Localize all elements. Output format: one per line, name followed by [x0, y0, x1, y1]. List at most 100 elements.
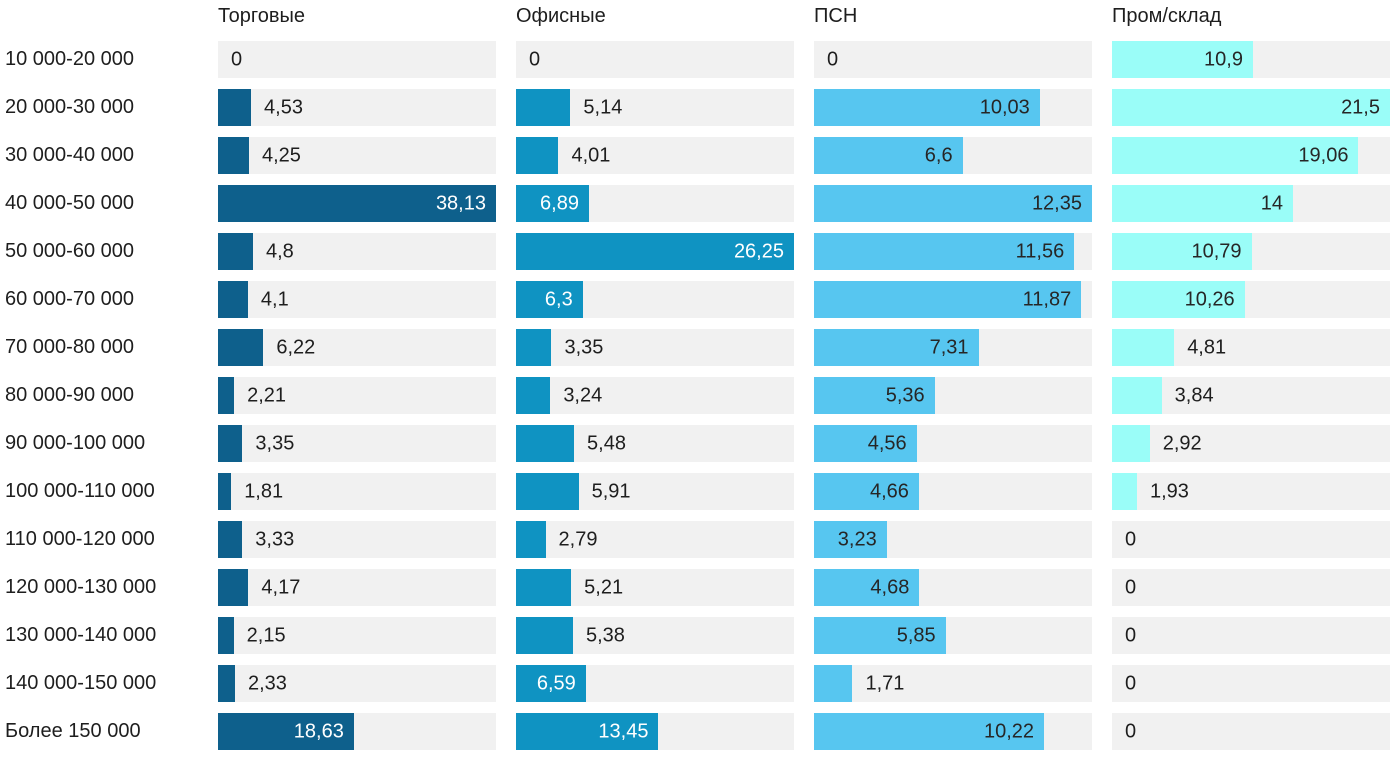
bar: [516, 185, 589, 222]
value-label: 4,25: [261, 144, 301, 166]
category-label: 70 000-80 000: [5, 336, 135, 358]
value-label: 0: [827, 48, 839, 70]
bar-track: 1,81: [218, 473, 496, 510]
value-label: 10,26: [1184, 288, 1235, 310]
value-label: 1,81: [244, 480, 284, 502]
bar: [516, 569, 572, 606]
value-label: 6,22: [276, 336, 316, 358]
bar-track: 6,59: [516, 665, 794, 702]
bar: [1112, 281, 1245, 318]
bar-track: 2,21: [218, 377, 496, 414]
bar: [1112, 329, 1175, 366]
value-label: 3,24: [563, 384, 603, 406]
value-label: 2,92: [1162, 432, 1202, 454]
bar: [516, 521, 546, 558]
value-label: 4,17: [261, 576, 301, 598]
bar-track: 4,68: [814, 569, 1092, 606]
bar: [1112, 41, 1253, 78]
bar-track: 13,45: [516, 713, 794, 750]
bar-track: 4,1: [218, 281, 496, 318]
value-label: 6,59: [536, 672, 576, 694]
bar-track: 4,53: [218, 89, 496, 126]
bar: [218, 665, 235, 702]
category-label: 60 000-70 000: [5, 288, 135, 310]
value-label: 3,84: [1174, 384, 1214, 406]
bar: [1112, 137, 1359, 174]
bar-track: 6,6: [814, 137, 1092, 174]
bar-track: 19,06: [1112, 137, 1390, 174]
bar: [516, 281, 583, 318]
value-label: 5,48: [587, 432, 626, 454]
bar-track: 7,31: [814, 329, 1092, 366]
bar-track: 10,22: [814, 713, 1092, 750]
bar: [814, 521, 887, 558]
bar-track: 1,93: [1112, 473, 1390, 510]
bar-track: 5,36: [814, 377, 1092, 414]
chart-row: 70 000-80 000 6,22 3,35 7,31 4,81: [5, 329, 1390, 366]
chart-row: 120 000-130 000 4,17 5,21 4,68 0: [5, 569, 1390, 606]
value-label: 2,33: [247, 672, 287, 694]
bar-track: 5,48: [516, 425, 794, 462]
bar-track: 2,79: [516, 521, 794, 558]
bar-track: 11,87: [814, 281, 1092, 318]
bar: [516, 377, 551, 414]
bar: [516, 89, 571, 126]
value-label: 7,31: [929, 336, 969, 358]
value-label: 13,45: [598, 720, 649, 742]
value-label: 10,9: [1204, 48, 1243, 70]
bar-track: 0: [1112, 521, 1390, 558]
bar: [516, 665, 586, 702]
bar: [218, 569, 249, 606]
chart-row: 50 000-60 000 4,8 26,25 11,56 10,79: [5, 233, 1390, 270]
value-label: 5,14: [583, 96, 623, 118]
bar-track: 0: [218, 41, 496, 78]
category-label: 10 000-20 000: [5, 48, 135, 70]
value-label: 2,15: [246, 624, 286, 646]
chart-row: 30 000-40 000 4,25 4,01 6,6 19,06: [5, 137, 1390, 174]
bar: [814, 185, 1092, 222]
category-label: 50 000-60 000: [5, 240, 135, 262]
chart-row: 20 000-30 000 4,53 5,14 10,03 21,5: [5, 89, 1390, 126]
bar: [814, 473, 919, 510]
bar: [814, 281, 1082, 318]
value-label: 1,71: [865, 672, 905, 694]
value-label: 5,21: [584, 576, 624, 598]
bar-track: 10,03: [814, 89, 1092, 126]
value-label: 3,35: [564, 336, 604, 358]
value-label: 10,79: [1191, 240, 1242, 262]
bar-track: 4,01: [516, 137, 794, 174]
value-label: 6,6: [924, 144, 953, 166]
value-label: 19,06: [1298, 144, 1349, 166]
header-spacer: [5, 4, 198, 28]
value-label: 4,1: [260, 288, 289, 310]
column-header-psn: ПСН: [814, 5, 858, 27]
value-label: 2,79: [558, 528, 598, 550]
value-label: 3,33: [255, 528, 295, 550]
bar-track: 2,33: [218, 665, 496, 702]
bar: [516, 425, 575, 462]
chart-row: 90 000-100 000 3,35 5,48 4,56 2,92: [5, 425, 1390, 462]
value-label: 11,87: [1022, 288, 1072, 310]
chart-row: 130 000-140 000 2,15 5,38 5,85 0: [5, 617, 1390, 654]
bar-track: 5,85: [814, 617, 1092, 654]
bar: [516, 137, 559, 174]
value-label: 1,93: [1149, 480, 1189, 502]
category-label: 130 000-140 000: [5, 624, 157, 646]
bar-track: 18,63: [218, 713, 496, 750]
bar: [814, 233, 1075, 270]
bar-track: 0: [1112, 617, 1390, 654]
bar: [1112, 425, 1150, 462]
bar-track: 6,89: [516, 185, 794, 222]
value-label: 5,85: [896, 624, 936, 646]
bar-track: 21,5: [1112, 89, 1390, 126]
bar: [814, 425, 917, 462]
category-label: 100 000-110 000: [5, 480, 155, 502]
bar: [1112, 185, 1294, 222]
value-label: 5,91: [591, 480, 631, 502]
value-label: 18,63: [293, 720, 344, 742]
chart-row: 60 000-70 000 4,1 6,3 11,87 10,26: [5, 281, 1390, 318]
bar: [814, 569, 920, 606]
bar-track: 10,79: [1112, 233, 1390, 270]
bar: [218, 473, 232, 510]
value-label: 10,22: [984, 720, 1035, 742]
